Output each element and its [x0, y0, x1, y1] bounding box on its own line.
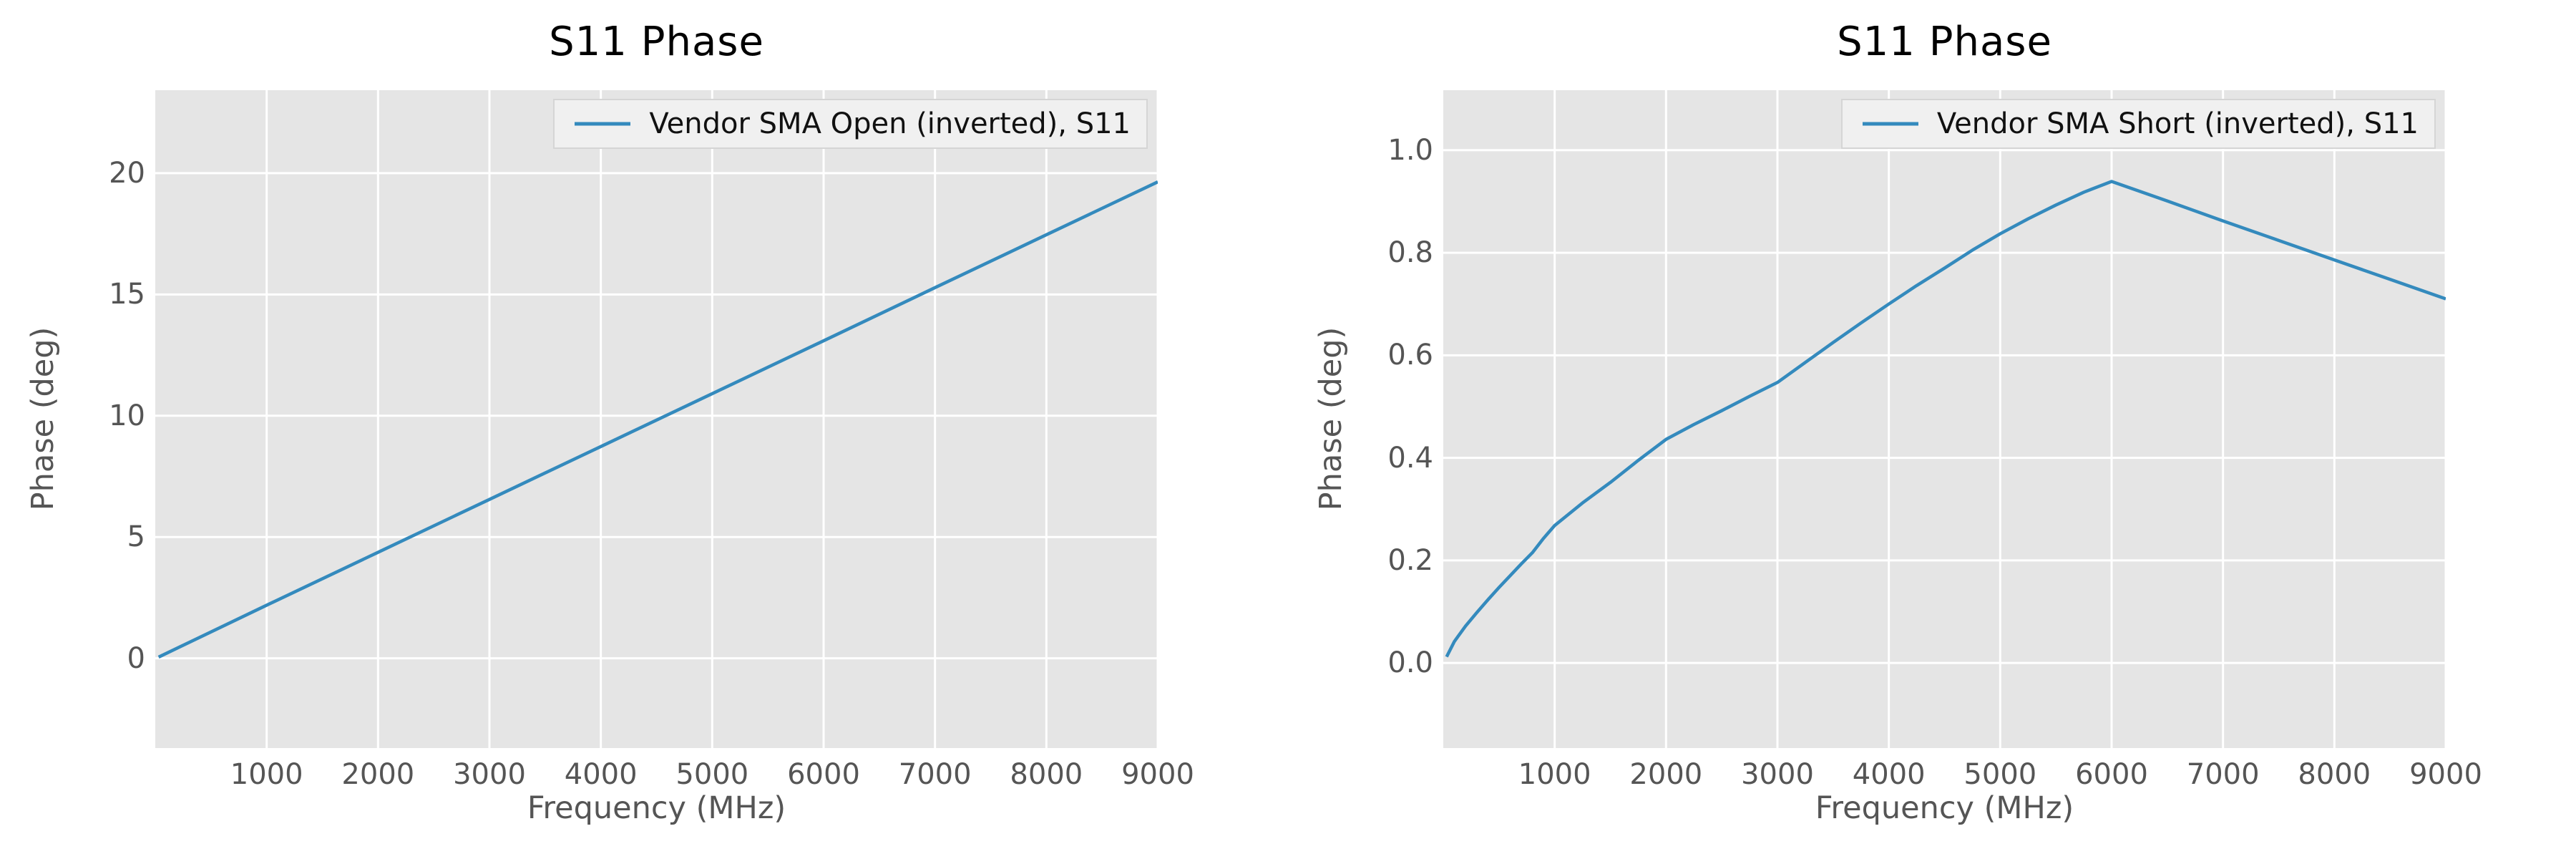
x-axis-label: Frequency (MHz): [1815, 790, 2074, 826]
x-tick-label: 1000: [230, 758, 303, 791]
legend-label: Vendor SMA Open (inverted), S11: [649, 107, 1131, 140]
chart-title: S11 Phase: [549, 19, 764, 65]
x-tick-label: 3000: [453, 758, 526, 791]
legend-label: Vendor SMA Short (inverted), S11: [1936, 107, 2419, 140]
legend-line-sample-icon: [575, 122, 631, 126]
y-tick-label: 1.0: [1387, 133, 1433, 167]
y-axis-label: Phase (deg): [1313, 326, 1349, 511]
subplot-sma-open: S11 Phase Phase (deg) 0 5 10 15 20 1000 2000 3…: [25, 19, 1194, 826]
x-tick-label: 6000: [787, 758, 860, 791]
x-axis-label: Frequency (MHz): [527, 790, 786, 826]
data-line: [1445, 180, 2446, 658]
x-tick-label: 9000: [2409, 758, 2482, 791]
legend: Vendor SMA Short (inverted), S11: [1840, 99, 2436, 149]
x-tick-label: 5000: [1963, 758, 2037, 791]
x-tick-label: 2000: [341, 758, 415, 791]
y-tick-label: 20: [109, 156, 145, 190]
x-tick-label: 4000: [1852, 758, 1926, 791]
y-axis-label: Phase (deg): [25, 326, 61, 511]
y-tick-label: 0.8: [1387, 236, 1433, 270]
x-tick-label: 9000: [1121, 758, 1194, 791]
x-tick-label: 6000: [2075, 758, 2148, 791]
x-tick-label: 4000: [564, 758, 638, 791]
subplot-sma-short: S11 Phase Phase (deg) 0.0 0.2 0.4 0.6 0.8 1.0…: [1288, 0, 2576, 859]
y-tick-label: 15: [109, 278, 145, 311]
y-tick-label: 0.0: [1387, 646, 1433, 680]
x-tick-label: 3000: [1741, 758, 1814, 791]
y-tick-label: 5: [127, 520, 145, 554]
x-tick-label: 8000: [2298, 758, 2371, 791]
x-tick-label: 5000: [675, 758, 749, 791]
x-tick-label: 7000: [2186, 758, 2260, 791]
plot-area: [155, 90, 1158, 748]
x-tick-label: 1000: [1518, 758, 1591, 791]
x-tick-label: 7000: [898, 758, 972, 791]
y-tick-label: 0.4: [1387, 441, 1433, 475]
x-tick-label: 8000: [1010, 758, 1083, 791]
y-tick-label: 0.6: [1387, 339, 1433, 372]
x-tick-label: 2000: [1629, 758, 1703, 791]
chart-title: S11 Phase: [1837, 19, 2052, 65]
data-line: [157, 180, 1158, 659]
plot-background: [1443, 90, 2446, 748]
legend-line-sample-icon: [1862, 122, 1918, 126]
plot-area: [1443, 90, 2446, 748]
y-tick-label: 0: [127, 641, 145, 675]
y-tick-label: 10: [109, 399, 145, 432]
legend: Vendor SMA Open (inverted), S11: [553, 99, 1148, 149]
y-tick-label: 0.2: [1387, 543, 1433, 577]
